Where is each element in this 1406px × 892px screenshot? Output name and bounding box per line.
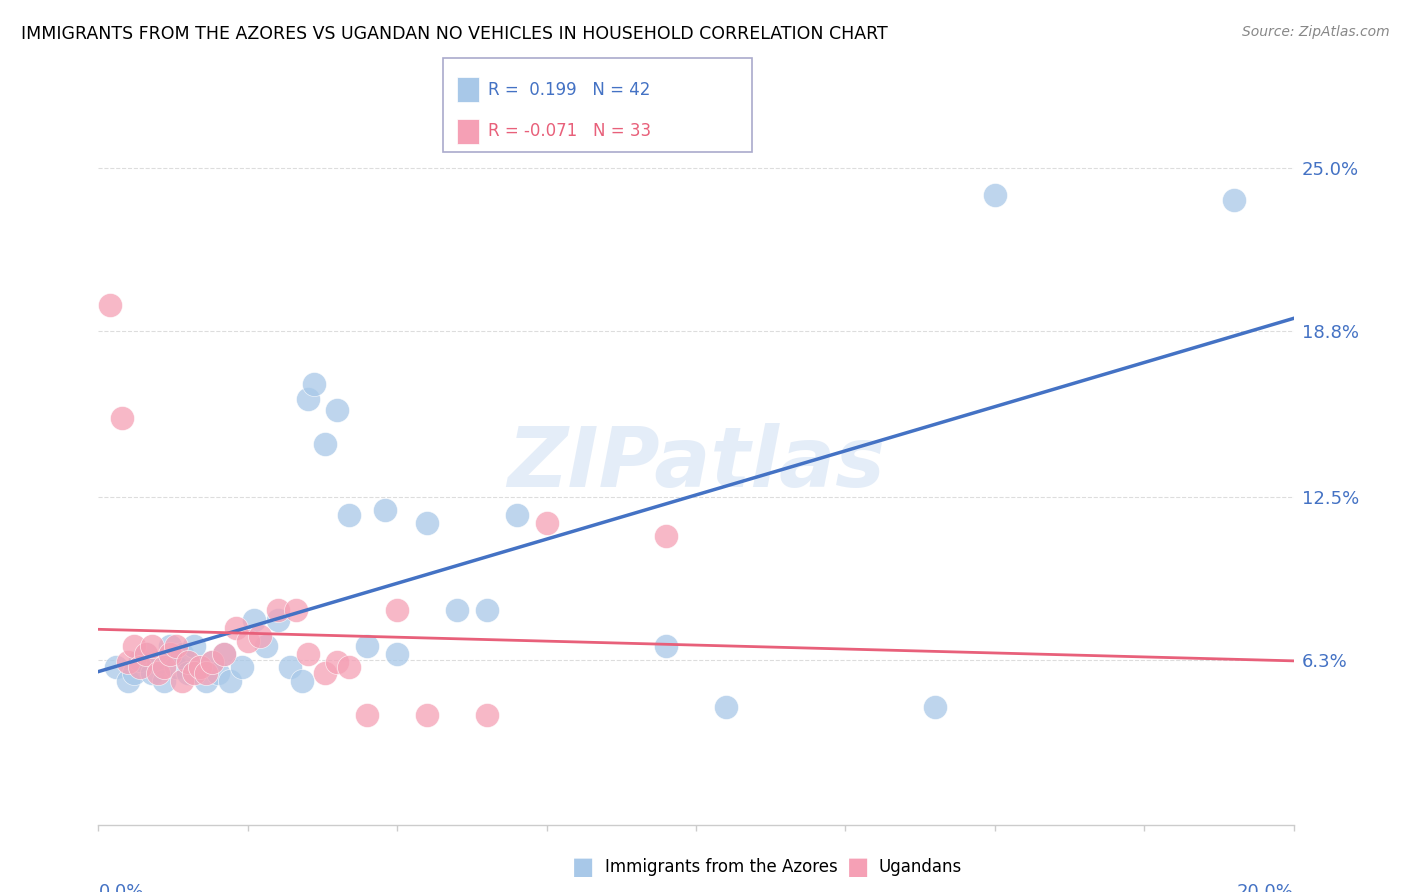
Point (655, 529, 678, 543)
Point (315, 437, 337, 451)
Point (207, 665, 229, 680)
Point (129, 660, 152, 674)
Point (201, 655, 224, 669)
Point (475, 707, 498, 722)
Text: R =  0.199   N = 42: R = 0.199 N = 42 (488, 81, 650, 99)
Point (506, 508, 529, 522)
Point (148, 665, 170, 680)
Point (356, 707, 378, 722)
Point (129, 652, 152, 666)
Point (278, 660, 301, 674)
Point (188, 660, 211, 674)
Point (212, 648, 235, 662)
Point (141, 640, 163, 654)
Point (267, 602, 290, 616)
Point (153, 660, 176, 674)
Point (284, 602, 307, 616)
Point (339, 508, 361, 522)
Point (183, 640, 205, 654)
Point (315, 665, 337, 680)
Point (714, 699, 737, 714)
Point (356, 640, 378, 654)
Point (159, 648, 181, 662)
Text: 0.0%: 0.0% (98, 883, 143, 892)
Point (172, 648, 194, 662)
Point (385, 648, 409, 662)
Point (446, 602, 468, 616)
Text: IMMIGRANTS FROM THE AZORES VS UGANDAN NO VEHICLES IN HOUSEHOLD CORRELATION CHART: IMMIGRANTS FROM THE AZORES VS UGANDAN NO… (21, 25, 887, 43)
Point (536, 516, 558, 530)
Point (326, 655, 349, 669)
Point (924, 699, 946, 714)
Point (326, 403, 349, 417)
Point (177, 655, 200, 669)
Point (148, 655, 170, 669)
Point (124, 640, 146, 654)
Point (195, 673, 218, 688)
Point (135, 648, 157, 662)
Point (267, 613, 290, 627)
Point (98, 298, 122, 312)
Point (339, 660, 361, 674)
Point (984, 187, 1007, 202)
Point (201, 655, 224, 669)
Point (153, 673, 176, 688)
Point (249, 629, 271, 643)
Point (374, 503, 396, 517)
Text: R = -0.071   N = 33: R = -0.071 N = 33 (488, 122, 651, 140)
Point (225, 621, 247, 635)
Point (475, 602, 498, 616)
Point (297, 648, 319, 662)
Point (385, 602, 409, 616)
Point (1223, 193, 1246, 207)
Point (117, 673, 139, 688)
Text: ■: ■ (846, 855, 869, 879)
Point (243, 613, 266, 627)
Point (183, 665, 205, 680)
Point (291, 673, 314, 688)
Point (165, 660, 187, 674)
Point (302, 376, 325, 391)
Text: 20.0%: 20.0% (1237, 883, 1294, 892)
Point (188, 660, 211, 674)
Point (655, 640, 678, 654)
Point (117, 655, 139, 669)
Text: Immigrants from the Azores: Immigrants from the Azores (605, 858, 838, 876)
Point (124, 665, 146, 680)
Point (195, 665, 218, 680)
Point (231, 660, 253, 674)
Text: Source: ZipAtlas.com: Source: ZipAtlas.com (1241, 25, 1389, 39)
Point (135, 648, 157, 662)
Text: ■: ■ (572, 855, 595, 879)
Point (105, 660, 128, 674)
Point (159, 640, 181, 654)
Text: Ugandans: Ugandans (879, 858, 962, 876)
Point (254, 640, 277, 654)
Point (212, 648, 235, 662)
Point (172, 673, 194, 688)
Text: ZIPatlas: ZIPatlas (508, 424, 884, 504)
Point (297, 392, 319, 407)
Point (141, 665, 163, 680)
Point (219, 673, 242, 688)
Point (416, 516, 439, 530)
Point (111, 410, 134, 425)
Point (416, 707, 439, 722)
Point (236, 634, 259, 648)
Point (165, 640, 187, 654)
Point (177, 665, 200, 680)
